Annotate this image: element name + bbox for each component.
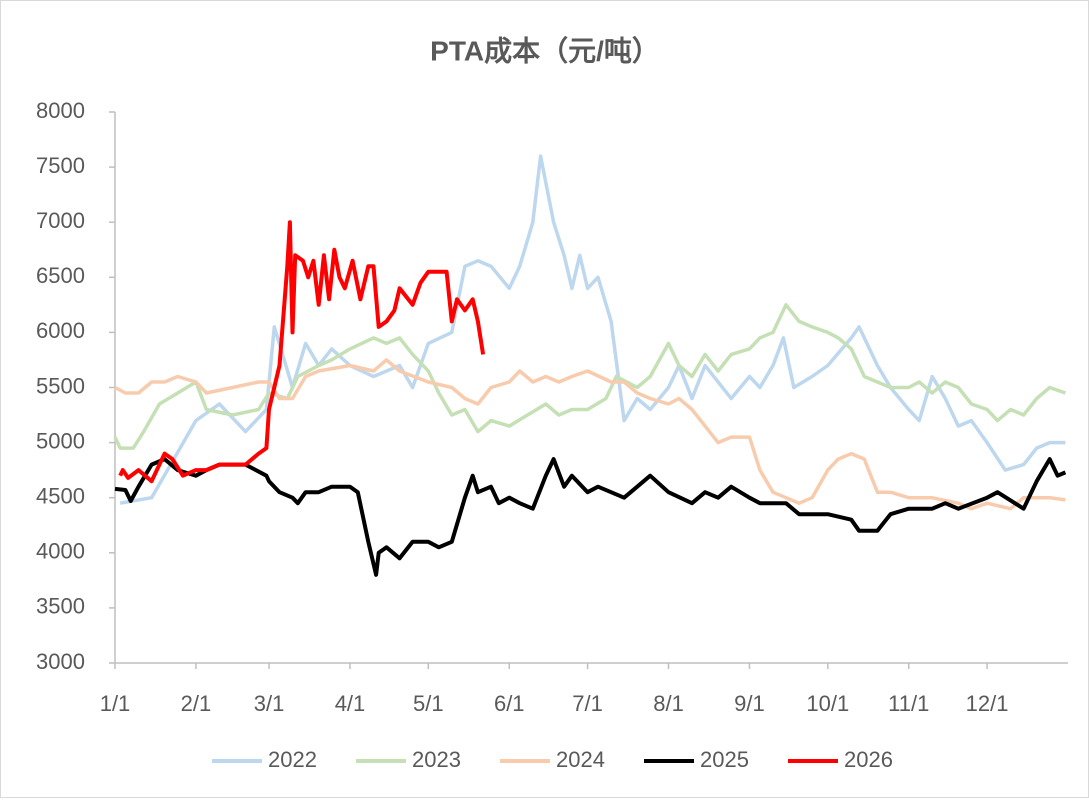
y-tick-label: 4000 — [36, 539, 85, 564]
x-tick-label: 1/1 — [100, 691, 131, 716]
y-tick-label: 6000 — [36, 318, 85, 343]
y-tick-label: 4500 — [36, 484, 85, 509]
x-tick-label: 6/1 — [494, 691, 525, 716]
y-tick-label: 7000 — [36, 208, 85, 233]
series-line — [118, 220, 486, 484]
x-tick-label: 5/1 — [413, 691, 444, 716]
y-tick-label: 7500 — [36, 153, 85, 178]
x-tick-label: 12/1 — [966, 691, 1009, 716]
legend-label: 2025 — [700, 747, 749, 772]
y-tick-label: 5000 — [36, 428, 85, 453]
x-tick-label: 11/1 — [888, 691, 929, 716]
y-tick-label: 5500 — [36, 373, 85, 398]
chart-title: PTA成本（元/吨） — [430, 34, 660, 66]
x-tick-label: 3/1 — [254, 691, 285, 716]
x-tick-label: 2/1 — [181, 691, 212, 716]
y-tick-label: 8000 — [36, 98, 85, 123]
legend-label: 2026 — [844, 747, 893, 772]
y-tick-label: 3000 — [36, 649, 85, 674]
x-tick-label: 7/1 — [572, 691, 603, 716]
x-tick-label: 8/1 — [653, 691, 684, 716]
y-tick-label: 3500 — [36, 594, 85, 619]
series-line — [114, 358, 1066, 511]
series-line — [114, 457, 1067, 577]
x-tick-label: 4/1 — [335, 691, 366, 716]
y-tick-label: 6500 — [36, 263, 85, 288]
x-tick-label: 9/1 — [734, 691, 765, 716]
legend-label: 2024 — [556, 747, 605, 772]
legend-label: 2023 — [412, 747, 461, 772]
legend-label: 2022 — [268, 747, 317, 772]
x-tick-label: 10/1 — [806, 691, 849, 716]
